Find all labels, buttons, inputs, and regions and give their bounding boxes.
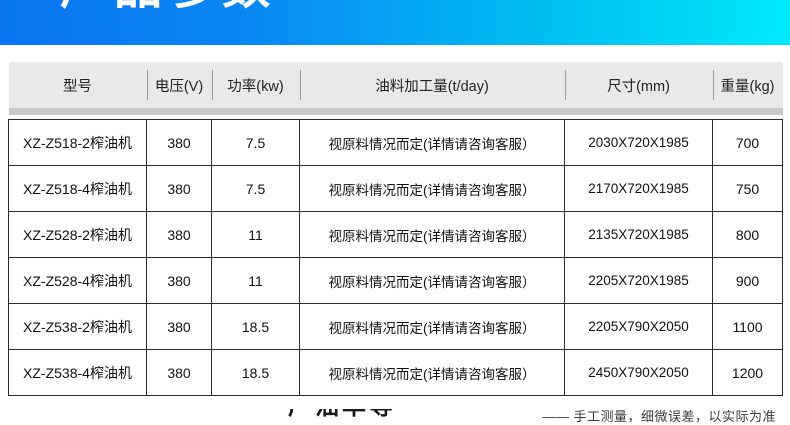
column-header-weight: 重量(kg) [712, 62, 783, 108]
cell-model: XZ-Z538-2榨油机 [8, 303, 147, 350]
measurement-disclaimer: —— 手工测量，细微误差，以实际为准 [542, 409, 776, 424]
cell-weight: 1100 [712, 303, 783, 350]
cell-weight: 1200 [712, 349, 783, 396]
table-header-row: 型号 电压(V) 功率(kw) 油料加工量(t/day) 尺寸(mm) 重量(k… [8, 62, 783, 108]
cell-voltage: 380 [146, 165, 212, 212]
table-header-gap [8, 115, 783, 120]
cell-weight: 700 [712, 119, 783, 166]
cell-model: XZ-Z528-4榨油机 [8, 257, 147, 304]
cell-model: XZ-Z518-2榨油机 [8, 119, 147, 166]
cell-capacity: 视原料情况而定(详情请咨询客服） [299, 119, 565, 166]
cell-power: 11 [211, 257, 300, 304]
cell-power: 7.5 [211, 119, 300, 166]
column-header-voltage: 电压(V) [146, 62, 212, 108]
table-row: XZ-Z528-2榨油机 380 11 视原料情况而定(详情请咨询客服） 2135X72… [8, 211, 783, 258]
cell-voltage: 380 [146, 257, 212, 304]
cell-power: 7.5 [211, 165, 300, 212]
cell-voltage: 380 [146, 119, 212, 166]
cell-size: 2170X720X1985 [564, 165, 713, 212]
cell-power: 18.5 [211, 303, 300, 350]
table-row: XZ-Z528-4榨油机 380 11 视原料情况而定(详情请咨询客服） 2205X72… [8, 257, 783, 304]
header-bottom-strip [8, 108, 783, 115]
cell-weight: 900 [712, 257, 783, 304]
table-row: XZ-Z518-4榨油机 380 7.5 视原料情况而定(详情请咨询客服） 2170X7… [8, 165, 783, 212]
clipped-section-heading: 产油率等 [288, 409, 396, 419]
page-title: 产品参数 [60, 0, 276, 12]
column-header-capacity: 油料加工量(t/day) [299, 62, 565, 108]
cell-size: 2205X790X2050 [564, 303, 713, 350]
cell-power: 18.5 [211, 349, 300, 396]
cell-model: XZ-Z538-4榨油机 [8, 349, 147, 396]
cell-capacity: 视原料情况而定(详情请咨询客服） [299, 211, 565, 258]
cell-power: 11 [211, 211, 300, 258]
clipped-heading-container: 产油率等 [0, 409, 790, 425]
table-row: XZ-Z518-2榨油机 380 7.5 视原料情况而定(详情请咨询客服） 2030X7… [8, 119, 783, 166]
table-row: XZ-Z538-4榨油机 380 18.5 视原料情况而定(详情请咨询客服） 2450X… [8, 349, 783, 396]
column-header-size: 尺寸(mm) [564, 62, 713, 108]
cell-weight: 750 [712, 165, 783, 212]
table-header-strip [8, 108, 783, 115]
cell-voltage: 380 [146, 349, 212, 396]
cell-capacity: 视原料情况而定(详情请咨询客服） [299, 349, 565, 396]
header-gap-spacer [8, 115, 783, 120]
cell-size: 2030X720X1985 [564, 119, 713, 166]
cell-model: XZ-Z518-4榨油机 [8, 165, 147, 212]
cell-size: 2205X720X1985 [564, 257, 713, 304]
cell-voltage: 380 [146, 211, 212, 258]
cell-weight: 800 [712, 211, 783, 258]
cell-capacity: 视原料情况而定(详情请咨询客服） [299, 257, 565, 304]
table-row: XZ-Z538-2榨油机 380 18.5 视原料情况而定(详情请咨询客服） 2205X… [8, 303, 783, 350]
spec-table-head: 型号 电压(V) 功率(kw) 油料加工量(t/day) 尺寸(mm) 重量(k… [8, 62, 783, 120]
spec-table-container: 型号 电压(V) 功率(kw) 油料加工量(t/day) 尺寸(mm) 重量(k… [8, 62, 783, 396]
page-banner: 产品参数 [0, 0, 790, 45]
column-header-power: 功率(kw) [211, 62, 300, 108]
cell-size: 2450X790X2050 [564, 349, 713, 396]
column-header-model: 型号 [8, 62, 147, 108]
cell-voltage: 380 [146, 303, 212, 350]
cell-size: 2135X720X1985 [564, 211, 713, 258]
cell-model: XZ-Z528-2榨油机 [8, 211, 147, 258]
spec-table: 型号 电压(V) 功率(kw) 油料加工量(t/day) 尺寸(mm) 重量(k… [8, 62, 783, 396]
spec-table-body: XZ-Z518-2榨油机 380 7.5 视原料情况而定(详情请咨询客服） 2030X7… [8, 119, 783, 396]
cell-capacity: 视原料情况而定(详情请咨询客服） [299, 165, 565, 212]
cell-capacity: 视原料情况而定(详情请咨询客服） [299, 303, 565, 350]
